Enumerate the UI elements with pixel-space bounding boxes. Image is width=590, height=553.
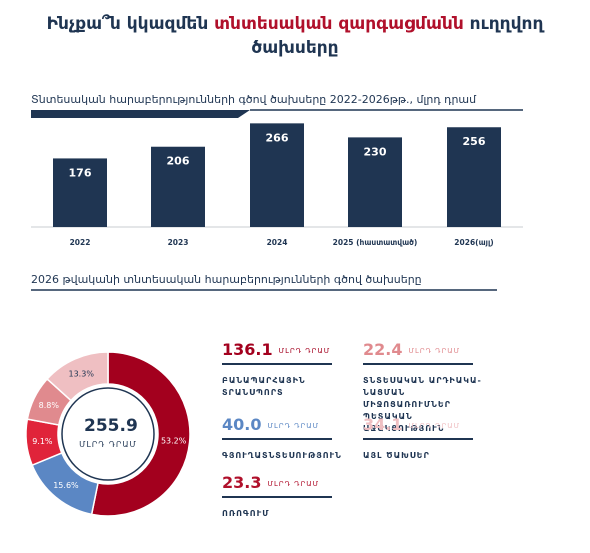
stat-transport-unit: ՄԼՐԴ ԴՐԱՄ [278,346,331,355]
stat-irrigation-value: 23.3 [222,473,262,492]
donut-slice-label: 9.1% [32,437,53,446]
bar-category-label: 2024 [267,238,288,247]
section1-underline [31,110,250,118]
title-line1-post: ուղղվող [463,14,544,34]
bar-2025 (հաստատված) [348,137,402,227]
stat-transport-line [222,363,332,365]
title-line2: ծախսերը [251,38,339,58]
stat-irrigation: 23.3 ՄԼՐԴ ԴՐԱՄ ՈՌՈԳՈՒՄ [222,473,332,520]
stat-agriculture: 40.0 ՄԼՐԴ ԴՐԱՄ ԳՅՈՒՂԱՏՆՏԵՍՈՒԹՅՈՒՆ [222,415,342,462]
stat-modernization-label: ՏՆՏԵՍԱԿԱՆ ԱՐԴԻԱԿԱ-ՆԱՑՄԱՆ ՄԻՋՈՑԱՌՈՒՄՆԵՐ Պ… [363,376,482,433]
bar-2026(այլ) [447,127,501,227]
stat-modernization-value: 22.4 [363,340,403,359]
donut-chart-title: 2026 թվականի տնտեսական հարաբերություններ… [31,273,422,286]
bar-2022 [53,158,107,227]
stat-other-label: ԱՅԼ ԾԱԽՍԵՐ [363,451,430,460]
bar-value-label: 256 [463,135,486,148]
stat-other-unit: ՄԼՐԴ ԴՐԱՄ [408,421,461,430]
bar-category-label: 2022 [70,238,91,247]
stat-agriculture-unit: ՄԼՐԴ ԴՐԱՄ [267,421,320,430]
bar-2024 [250,123,304,227]
bar-chart-title: Տնտեսական հարաբերությունների գծով ծախսեր… [31,93,477,106]
donut-slice-label: 8.8% [39,401,60,410]
donut-slice-label: 13.3% [69,370,95,379]
bar-category-label: 2025 (հաստատված) [333,238,418,247]
stat-modernization-line [363,363,473,365]
stat-agriculture-label: ԳՅՈՒՂԱՏՆՏԵՍՈՒԹՅՈՒՆ [222,451,342,460]
donut-center-unit: ՄԼՐԴ ԴՐԱՄ [79,440,137,449]
stat-modernization-unit: ՄԼՐԴ ԴՐԱՄ [408,346,461,355]
stat-modernization: 22.4 ՄԼՐԴ ԴՐԱՄ ՏՆՏԵՍԱԿԱՆ ԱՐԴԻԱԿԱ-ՆԱՑՄԱՆ Մ… [363,340,488,435]
stat-irrigation-line [222,496,332,498]
stat-agriculture-line [222,438,332,440]
stat-transport-value: 136.1 [222,340,273,359]
bar-value-label: 230 [364,145,387,158]
stat-other: 34.1 ՄԼՐԴ ԴՐԱՄ ԱՅԼ ԾԱԽՍԵՐ [363,415,473,462]
bar-value-label: 206 [167,155,190,168]
bar-value-label: 176 [69,166,92,179]
bar-2023 [151,146,205,227]
stat-transport-label: ԲԱՆԱՊԱՐՀԱՅԻՆ ՏՐԱՆՍՊՈՐՏ [222,376,306,397]
stat-other-line [363,438,473,440]
stat-other-value: 34.1 [363,415,403,434]
donut-center-value: 255.9 [84,416,138,436]
donut-slice-label: 53.2% [161,437,187,446]
donut-slice-label: 15.6% [53,481,79,490]
title-highlight: տնտեսական զարգացմանն [214,14,464,34]
title-line1-pre: Ինչքա՞ն կկազմեն [46,14,215,34]
stat-agriculture-value: 40.0 [222,415,262,434]
stat-irrigation-unit: ՄԼՐԴ ԴՐԱՄ [267,479,320,488]
bar-value-label: 266 [266,131,289,144]
donut-slice-4 [46,351,109,402]
bar-category-label: 2026(այլ) [454,238,493,247]
stat-irrigation-label: ՈՌՈԳՈՒՄ [222,509,270,518]
bar-category-label: 2023 [168,238,189,247]
page-title: Ինչքա՞ն կկազմեն տնտեսական զարգացմանն ուղ… [0,12,590,60]
donut-center-ring [61,387,155,481]
donut-slice-0 [90,351,191,517]
stat-transport: 136.1 ՄԼՐԴ ԴՐԱՄ ԲԱՆԱՊԱՐՀԱՅԻՆ ՏՐԱՆՍՊՈՐՏ [222,340,332,399]
